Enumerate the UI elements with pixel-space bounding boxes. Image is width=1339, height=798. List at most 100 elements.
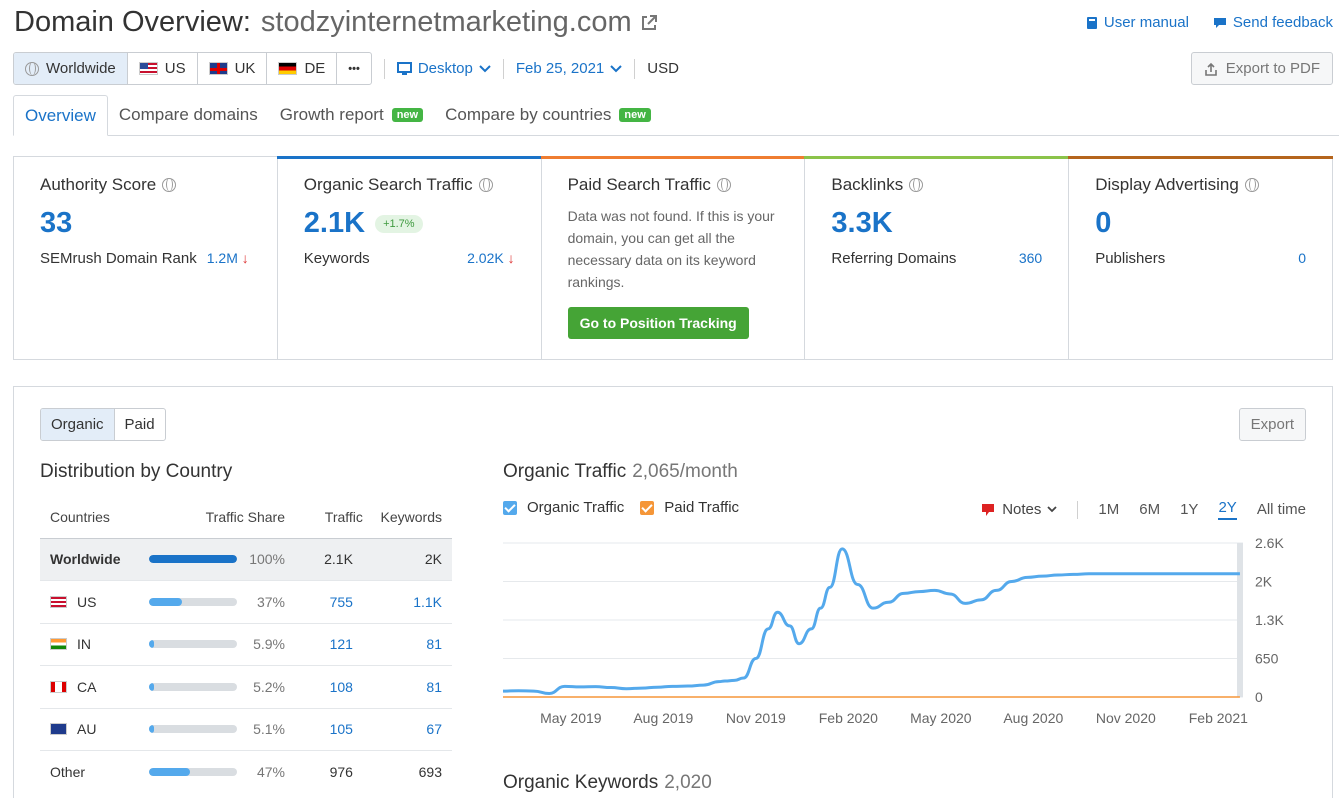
checkbox-checked-icon — [640, 500, 655, 515]
send-feedback-link[interactable]: Send feedback — [1213, 14, 1333, 31]
period-all-time[interactable]: All time — [1256, 501, 1306, 518]
organic-traffic-value[interactable]: 2.1K — [303, 207, 366, 239]
region-uk[interactable]: UK — [198, 53, 268, 84]
table-row[interactable]: CA 5.2% 108 81 — [40, 665, 452, 709]
legend-paid[interactable]: Paid Traffic — [640, 499, 739, 516]
x-tick-label: Nov 2020 — [1096, 710, 1156, 726]
keywords-cell[interactable]: 81 — [362, 623, 452, 666]
device-dropdown[interactable]: Desktop — [396, 60, 491, 77]
note-pin-icon — [982, 503, 995, 516]
region-worldwide[interactable]: Worldwide — [14, 53, 128, 84]
tab-compare-domains[interactable]: Compare domains — [108, 95, 269, 135]
table-row[interactable]: Worldwide 100% 2.1K 2K — [40, 538, 452, 581]
checkbox-checked-icon — [503, 500, 517, 515]
column-header: Traffic — [285, 497, 363, 539]
us-flag-icon — [138, 62, 158, 75]
more-regions-button[interactable]: ••• — [337, 53, 371, 84]
chevron-down-icon — [610, 64, 622, 72]
period-selector: Notes 1M 6M 1Y 2Y All time — [980, 499, 1306, 520]
country-label: AU — [77, 721, 97, 738]
notes-dropdown[interactable]: Notes — [980, 501, 1058, 518]
table-row[interactable]: AU 5.1% 105 67 — [40, 708, 452, 751]
period-6m[interactable]: 6M — [1139, 501, 1161, 518]
toggle-organic[interactable]: Organic — [41, 409, 115, 440]
table-row[interactable]: Other 47% 976 693 — [40, 751, 452, 794]
country-cell: Other — [40, 751, 149, 794]
share-value: 5.1% — [253, 721, 286, 738]
backlinks-card: Backlinks 3.3K Referring Domains 360 — [804, 156, 1070, 359]
country-label: Worldwide — [50, 551, 121, 568]
divider — [502, 58, 504, 79]
share-value: 100% — [249, 551, 286, 568]
referring-domains-value[interactable]: 360 — [1018, 250, 1043, 266]
traffic-share-cell: 37% — [149, 580, 286, 624]
traffic-share-cell: 47% — [149, 751, 285, 794]
card-accent-bar — [540, 156, 806, 159]
share-bar — [149, 597, 238, 606]
info-globe-icon — [162, 178, 177, 192]
share-bar — [149, 768, 238, 776]
period-1y[interactable]: 1Y — [1180, 501, 1199, 518]
keywords-value[interactable]: 2.02K ↓ — [467, 250, 514, 267]
tab-compare-by-countries[interactable]: Compare by countries new — [434, 95, 662, 135]
keywords-cell[interactable]: 81 — [362, 665, 452, 709]
tab-overview[interactable]: Overview — [13, 95, 108, 136]
traffic-cell[interactable]: 121 — [285, 623, 363, 666]
go-to-position-tracking-button[interactable]: Go to Position Tracking — [567, 307, 749, 339]
x-tick-label: Aug 2019 — [633, 710, 693, 726]
distribution-title: Distribution by Country — [40, 461, 233, 482]
country-label: IN — [77, 636, 91, 653]
table-row[interactable]: US 37% 755 1.1K — [40, 580, 452, 624]
tab-growth-report[interactable]: Growth report new — [269, 95, 434, 135]
traffic-cell[interactable]: 108 — [285, 665, 363, 709]
info-globe-icon — [478, 178, 493, 192]
user-manual-label: User manual — [1103, 14, 1189, 31]
organic-traffic-chart[interactable]: 0 650 1.3K 2K 2.6K May 2019 Aug 2019 Nov 2019 Fe… — [503, 537, 1308, 737]
card-accent-bar — [276, 156, 542, 159]
keywords-cell[interactable]: 67 — [362, 708, 452, 751]
period-2y[interactable]: 2Y — [1218, 499, 1237, 520]
date-label: Feb 25, 2021 — [515, 60, 605, 77]
traffic-cell[interactable]: 755 — [285, 580, 363, 624]
keywords-label: Keywords — [303, 250, 370, 267]
send-feedback-label: Send feedback — [1232, 14, 1333, 31]
period-1m[interactable]: 1M — [1098, 501, 1120, 518]
export-pdf-button[interactable]: Export to PDF — [1190, 52, 1333, 85]
ca-flag-icon — [50, 680, 67, 693]
arrow-down-icon: ↓ — [241, 250, 249, 266]
divider — [634, 58, 636, 79]
organic-keywords-title: Organic Keywords 2,020 — [503, 772, 712, 794]
traffic-cell: 976 — [329, 764, 353, 780]
export-button[interactable]: Export — [1238, 408, 1306, 441]
chart-legend: Organic Traffic Paid Traffic — [503, 499, 739, 516]
publishers-value[interactable]: 0 — [1298, 250, 1306, 266]
traffic-cell: 2.1K — [285, 538, 363, 581]
chart-summary-value: 2,065/month — [632, 461, 738, 482]
info-globe-icon — [1244, 178, 1259, 192]
external-link-icon[interactable] — [640, 14, 658, 32]
table-row[interactable]: IN 5.9% 121 81 — [40, 623, 452, 666]
chevron-down-icon — [479, 64, 491, 72]
country-cell: IN — [40, 623, 150, 666]
traffic-panel: Organic Paid Export Distribution by Coun… — [13, 386, 1333, 798]
x-tick-label: Feb 2021 — [1189, 710, 1248, 726]
legend-organic[interactable]: Organic Traffic — [503, 499, 624, 516]
authority-score-value[interactable]: 33 — [40, 207, 73, 239]
chart-title: Organic Traffic 2,065/month — [503, 461, 738, 483]
region-us[interactable]: US — [128, 53, 198, 84]
new-badge: new — [619, 108, 651, 122]
share-value: 5.2% — [253, 678, 286, 695]
toggle-paid[interactable]: Paid — [124, 416, 155, 433]
keywords-summary-value: 2,020 — [664, 772, 712, 793]
traffic-share-cell: 5.9% — [149, 623, 286, 666]
display-ads-value[interactable]: 0 — [1095, 207, 1112, 239]
region-de[interactable]: DE — [267, 53, 338, 84]
keywords-cell[interactable]: 1.1K — [362, 580, 452, 624]
backlinks-value[interactable]: 3.3K — [831, 207, 893, 239]
domain-name[interactable]: stodzyinternetmarketing.com — [260, 6, 632, 38]
domain-rank-value[interactable]: 1.2M ↓ — [207, 250, 249, 267]
date-dropdown[interactable]: Feb 25, 2021 — [516, 60, 622, 77]
traffic-cell[interactable]: 105 — [285, 708, 363, 751]
share-bar — [149, 725, 238, 734]
user-manual-link[interactable]: User manual — [1086, 14, 1189, 31]
